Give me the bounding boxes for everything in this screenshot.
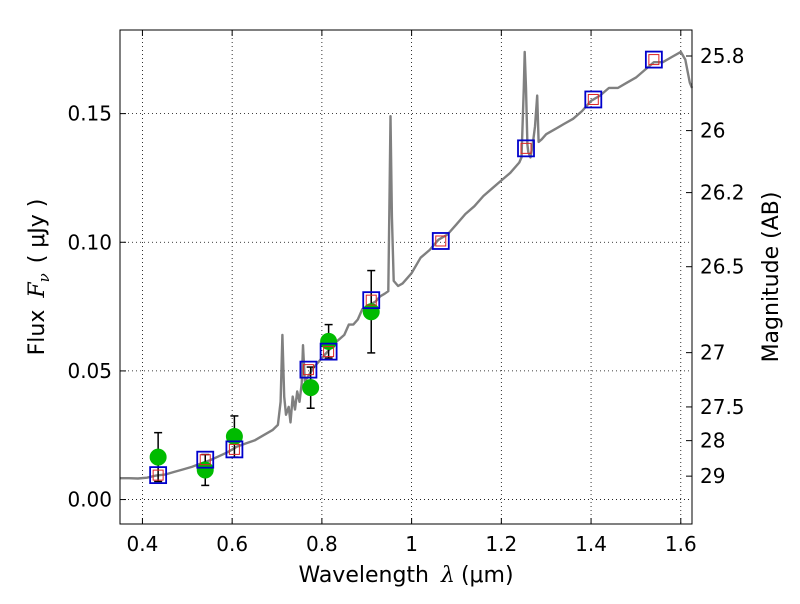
model-point-inner	[323, 346, 335, 358]
model-point-inner	[199, 454, 211, 466]
y2-tick-label: 26	[700, 119, 725, 143]
model-point-inner	[228, 443, 240, 455]
x-tick-label: 0.6	[216, 532, 248, 556]
model-point-inner	[520, 142, 532, 154]
ticks: 0.4 0.6 0.8 1 1.2 1.4 1.6 0.00 0.05 0.10 0.15 25.8 2…	[67, 30, 745, 556]
x-tick-label: 1	[405, 532, 418, 556]
x-axis-label: Wavelength λ (μm)	[298, 563, 513, 588]
y2-tick-label: 25.8	[700, 44, 745, 68]
y2-tick-label: 29	[700, 464, 725, 488]
y-tick-label: 0.10	[67, 230, 112, 254]
model-point-inner	[648, 54, 660, 66]
model-point	[319, 342, 338, 361]
y2-tick-label: 26.2	[700, 181, 745, 205]
model-point	[584, 90, 603, 109]
model-point	[517, 139, 535, 158]
y-tick-label: 0.15	[67, 102, 112, 126]
model-point	[196, 450, 215, 469]
observed-point	[320, 332, 338, 350]
y-tick-label: 0.05	[67, 359, 112, 383]
spectrum-line	[120, 50, 694, 480]
observed-point	[362, 303, 380, 321]
model-point-inner	[587, 93, 599, 105]
model-point	[149, 466, 168, 485]
x-tick-label: 1.2	[485, 532, 517, 556]
model-point	[431, 232, 450, 250]
x-tick-label: 1.6	[665, 532, 697, 556]
model-point-inner	[435, 235, 447, 247]
model-point	[299, 360, 318, 379]
x-tick-label: 0.8	[306, 532, 338, 556]
y2-tick-label: 26.5	[700, 255, 745, 279]
x-tick-label: 0.4	[127, 532, 159, 556]
model-point	[225, 440, 244, 459]
model-point-inner	[152, 469, 164, 481]
x-tick-label: 1.4	[575, 532, 607, 556]
grid	[120, 30, 692, 524]
y-tick-label: 0.00	[67, 488, 112, 512]
observed-point	[149, 448, 167, 466]
observed-point	[302, 379, 320, 397]
model-point	[362, 291, 381, 310]
y2-tick-label: 27	[700, 341, 725, 365]
spectrum-layer	[120, 50, 694, 480]
y-axis-label: FluxFν( μJy )	[25, 199, 53, 356]
observed-point	[196, 461, 214, 479]
model-photometry-layer	[149, 50, 663, 485]
plot-frame	[119, 29, 693, 525]
model-point-inner	[302, 364, 314, 376]
model-point	[644, 50, 663, 69]
y2-axis-label: Magnitude (AB)	[759, 192, 784, 363]
model-point-inner	[365, 294, 377, 306]
y2-tick-label: 27.5	[700, 395, 745, 419]
y2-tick-label: 28	[700, 429, 725, 453]
